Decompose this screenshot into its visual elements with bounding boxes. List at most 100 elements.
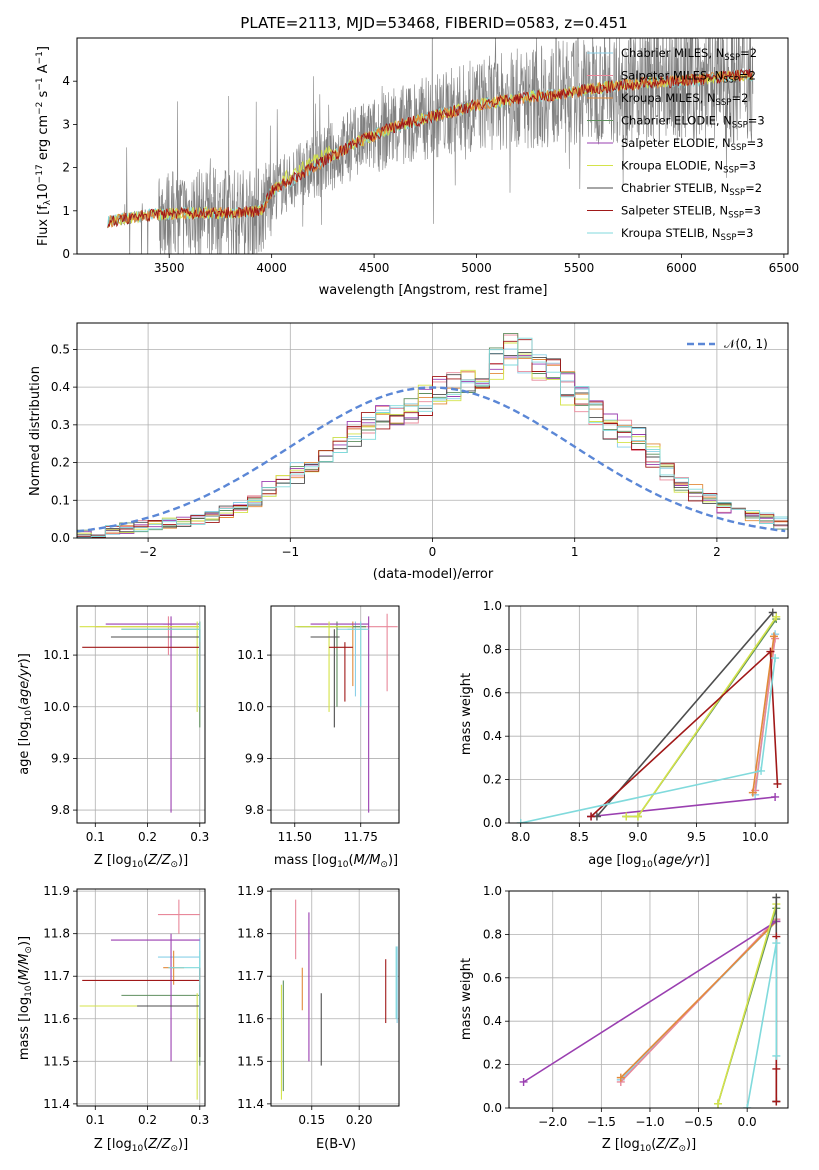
plot-content [280,899,398,1100]
axes-frame [76,888,206,1107]
plot-area [77,606,205,823]
x-tick-label: −1.0 [635,1115,664,1129]
series-line [620,920,777,1079]
series-marker [772,612,781,621]
chart-spectrum: 3500 4000 4500 5000 5500 6000 6500 0 1 2 3 4 wavelen… [35,37,799,298]
series-marker [771,792,780,801]
x-axis-label: Z [log10(Z/Z⊙)] [602,1137,696,1154]
errorbar-salpeter-miles [366,613,398,692]
y-tick-label: 0.2 [51,456,70,470]
x-tick-label: 2 [713,545,721,559]
series-marker [772,939,781,948]
series-marker [757,766,766,775]
plot-area [77,323,788,539]
x-axis-label: wavelength [Angstrom, rest frame] [319,283,548,298]
series-line [754,638,776,791]
plot-content [79,899,201,1100]
plot-area [107,38,754,254]
y-tick-label: 10.1 [237,648,264,662]
x-tick-label: 0.3 [190,830,209,844]
x-tick-label: −2.0 [538,1115,567,1129]
y-tick-label: 0.0 [483,1101,502,1115]
errorbar-kroupa-stelib [121,621,201,707]
x-axis-label: age [log10(age/yr)] [588,853,710,870]
x-tick-label: 3500 [154,261,185,275]
plot-area [77,889,205,1106]
plot-area [509,605,788,824]
x-tick-label: 4000 [256,261,287,275]
y-tick-label: 11.5 [43,1054,70,1068]
x-tick-label: 0.0 [738,1115,757,1129]
spectrum-model-salpeter-stelib [107,68,754,228]
x-tick-label: 8.0 [511,830,530,844]
y-tick-label: 10.0 [43,700,70,714]
series-marker [748,788,757,797]
x-tick-label: −1 [281,545,299,559]
x-tick-label: 10.0 [742,830,769,844]
legend-entry: Salpeter MILES, NSSP=2 [621,69,756,86]
plot-content [516,608,782,823]
y-tick-label: 9.9 [245,751,264,765]
plot-content [519,893,781,1108]
series-marker [772,893,781,902]
series-marker [772,1097,781,1106]
series-marker [633,812,642,821]
y-tick-label: 9.9 [51,751,70,765]
x-tick-label: 9.0 [628,830,647,844]
chart-massweight_vs_age: 8.0 8.5 9.0 9.5 10.0 0.0 0.2 0.4 0.6 0.8 1.0 age [l… [459,599,789,870]
errorbar-salpeter-stelib [82,642,201,705]
y-tick-label: 11.5 [237,1054,264,1068]
histogram-salpeter-stelib [77,339,788,538]
y-tick-label: 1.0 [483,599,502,613]
y-tick-label: 11.4 [43,1097,70,1111]
x-tick-label: 4500 [359,261,390,275]
plot-content [107,38,754,254]
legend-entry: Kroupa STELIB, NSSP=3 [621,226,753,243]
legend-entry: Salpeter STELIB, NSSP=3 [621,204,761,221]
y-tick-label: 2 [62,161,70,175]
chart-age_vs_Z: 0.1 0.2 0.3 9.8 9.9 10.0 10.1 Z [log10(Z/Z⊙)] ag… [17,605,209,870]
legend: Chabrier MILES, NSSP=2 Salpeter MILES, NS… [587,46,765,243]
series-marker [772,1051,781,1060]
y-tick-label: 1 [62,204,70,218]
y-axis-label: mass weight [459,958,474,1040]
x-axis-label: E(B-V) [316,1137,356,1152]
x-tick-label: 0.15 [298,1113,325,1127]
plot-content [77,332,788,538]
normal-curve [77,386,786,533]
x-tick-label: 0.1 [86,1113,105,1127]
errorbar-chabrier-miles [336,621,367,697]
errorbar-salpeter-elodie [310,616,370,813]
plot-area [509,890,788,1109]
errorbar-chabrier-stelib [137,993,201,1058]
y-tick-label: 0.0 [51,531,70,545]
y-tick-label: 11.7 [43,969,70,983]
series-marker [768,608,777,617]
axes-frame [508,605,789,824]
legend-entry: Chabrier ELODIE, NSSP=3 [621,114,765,131]
series-marker [773,779,782,788]
chart-mass_vs_Z: 0.1 0.2 0.3 11.4 11.5 11.6 11.7 11.8 11.9 Z [log1… [17,884,209,1154]
chart-age_vs_mass: 11.50 11.75 9.8 9.9 10.0 10.1 mass [log10(M/M⊙… [237,605,400,870]
axes-frame [76,37,789,255]
x-tick-label: 0 [429,545,437,559]
x-tick-label: 0.2 [138,830,157,844]
errorbar-salpeter-miles [157,899,200,934]
legend-entry: 𝒩(0, 1) [724,337,768,351]
series-kroupa-stelib [743,939,781,1108]
errorbar-chabrier-miles [157,937,201,977]
legend-entry: Salpeter ELODIE, NSSP=3 [621,136,764,153]
x-axis-label: mass [log10(M/M⊙)] [274,853,398,870]
errorbar-salpeter-miles [163,616,174,656]
x-tick-label: 9.5 [687,830,706,844]
y-tick-label: 0.6 [483,686,502,700]
axes-frame [508,890,789,1109]
y-axis-label: age [log10(age/yr)] [17,653,34,775]
x-tick-label: 0.1 [86,830,105,844]
y-tick-label: 0.8 [483,927,502,941]
plot-area [271,606,399,823]
y-tick-label: 9.8 [51,803,70,817]
series-marker [769,632,778,641]
y-tick-label: 10.1 [43,648,70,662]
